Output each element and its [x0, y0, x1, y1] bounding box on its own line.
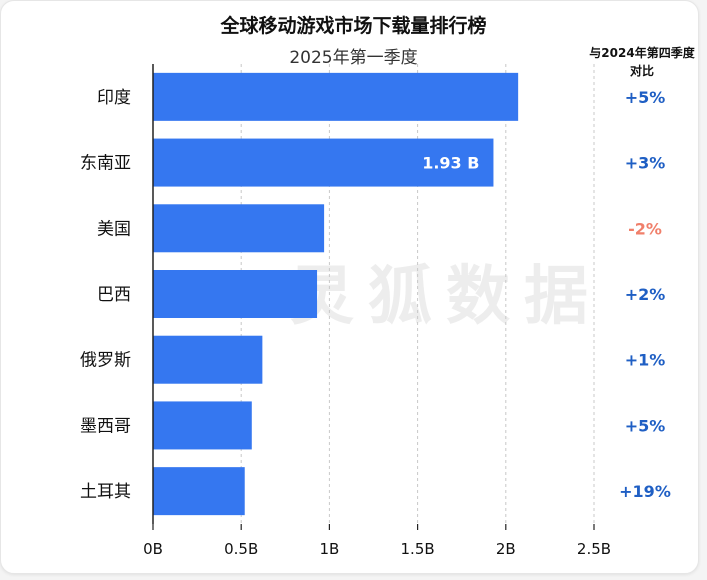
comparison-header-line2: 对比	[629, 64, 654, 78]
comparison-value: +5%	[625, 88, 666, 107]
chart-subtitle: 2025年第一季度	[289, 48, 418, 68]
category-label: 印度	[97, 88, 131, 108]
x-tick-label: 0B	[143, 540, 163, 558]
comparison-values: +5% +3% -2% +2% +1% +5% +19%	[619, 88, 671, 501]
x-axis-ticks: 0B 0.5B 1B 1.5B 2B 2.5B	[143, 524, 611, 558]
watermark-text: 灵狐数据	[290, 260, 602, 334]
comparison-header-line1: 与2024年第四季度	[589, 46, 695, 60]
bar	[153, 72, 519, 121]
comparison-value: +1%	[625, 351, 666, 370]
comparison-header: 与2024年第四季度 对比	[572, 44, 707, 80]
category-label: 东南亚	[80, 154, 131, 174]
bar	[153, 401, 252, 450]
category-label: 土耳其	[80, 482, 131, 502]
category-label: 巴西	[97, 285, 131, 305]
comparison-value: -2%	[628, 219, 662, 238]
bar	[153, 467, 245, 516]
comparison-value: +3%	[625, 154, 666, 173]
x-tick-label: 2B	[496, 540, 516, 558]
category-label: 俄罗斯	[80, 351, 131, 371]
bar	[153, 270, 318, 318]
bar	[153, 138, 494, 187]
x-tick-label: 1.5B	[401, 540, 435, 558]
bar-data-label: 1.93 B	[422, 154, 479, 173]
x-tick-label: 2.5B	[577, 540, 611, 558]
x-tick-label: 0.5B	[224, 540, 258, 558]
bar	[153, 204, 325, 253]
category-label: 墨西哥	[80, 416, 131, 436]
x-tick-label: 1B	[319, 540, 339, 558]
comparison-value: +2%	[625, 285, 666, 304]
chart-title: 全球移动游戏市场下载量排行榜	[220, 15, 487, 37]
category-label: 美国	[97, 219, 131, 239]
bars	[153, 72, 519, 516]
comparison-value: +19%	[619, 482, 671, 501]
comparison-value: +5%	[625, 416, 666, 435]
data-labels: 1.93 B	[422, 154, 479, 173]
bar	[153, 335, 263, 384]
